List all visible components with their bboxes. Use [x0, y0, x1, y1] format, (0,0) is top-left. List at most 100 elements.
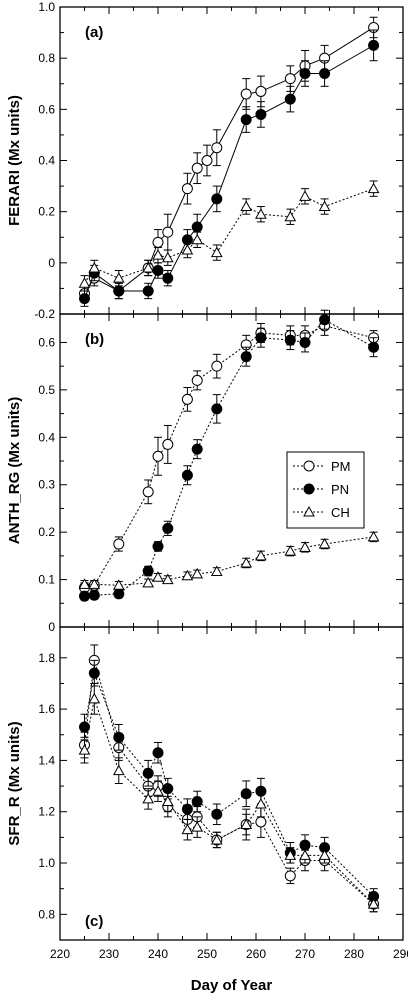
data-point: [191, 567, 204, 579]
data-point: [112, 272, 125, 283]
data-point: [255, 85, 267, 97]
x-tick-label: 280: [344, 947, 364, 961]
y-tick-label: 1.0: [38, 856, 55, 870]
data-point: [367, 530, 380, 542]
data-point: [191, 443, 203, 455]
data-point: [367, 898, 380, 909]
data-point: [142, 261, 155, 273]
y-tick-label: 0.8: [38, 907, 55, 921]
y-tick-label: 1.6: [38, 702, 55, 716]
y-tick-label: 0.5: [38, 383, 55, 397]
y-tick-label: 0.4: [38, 430, 55, 444]
data-point: [181, 244, 194, 255]
series-line: [84, 188, 374, 284]
data-point: [79, 293, 90, 305]
data-point: [255, 208, 267, 219]
data-point: [240, 351, 252, 363]
data-point: [79, 590, 90, 602]
y-axis-title: SFR_R (Mx units): [6, 721, 23, 845]
data-point: [88, 692, 101, 704]
data-point: [142, 792, 155, 804]
data-point: [240, 200, 253, 212]
data-point: [161, 795, 174, 806]
y-tick-label: 0.3: [38, 478, 55, 492]
data-point: [368, 341, 380, 353]
series-PN: [79, 309, 380, 602]
y-tick-label: 0.1: [38, 573, 55, 587]
data-point: [299, 190, 311, 201]
series-PN: [79, 659, 380, 905]
data-point: [284, 93, 296, 105]
panel-2: 0.8 1.0 1.2 1.4 1.6 1.8 SFR_R (Mx units) (c): [6, 626, 404, 941]
y-tick-label: 0.6: [38, 335, 55, 349]
data-point: [284, 334, 296, 346]
y-axis-title: ANTH_RG (Mx units): [6, 397, 23, 545]
data-point: [318, 200, 331, 212]
x-tick-label: 220: [50, 947, 70, 961]
data-point: [181, 469, 193, 481]
legend-label: CH: [331, 505, 350, 520]
y-tick-label: 0.2: [38, 525, 55, 539]
data-point: [191, 233, 204, 245]
data-point: [299, 541, 311, 552]
data-point: [255, 816, 267, 828]
data-point: [284, 210, 297, 222]
data-point: [88, 589, 100, 601]
data-point: [88, 667, 100, 679]
data-point: [210, 246, 223, 258]
data-point: [88, 261, 101, 273]
data-point: [211, 403, 223, 415]
data-point: [318, 849, 331, 860]
x-tick-label: 290: [393, 947, 408, 961]
panel-label: (b): [85, 331, 104, 348]
data-point: [113, 731, 125, 743]
data-point: [181, 823, 194, 835]
data-point: [162, 522, 174, 534]
legend-marker: [303, 460, 315, 472]
data-point: [112, 579, 125, 590]
data-point: [162, 438, 174, 450]
data-point: [191, 795, 203, 807]
series-CH: [78, 530, 380, 590]
data-point: [142, 486, 154, 498]
data-point: [240, 788, 252, 800]
data-point: [162, 226, 174, 238]
legend-label: PM: [331, 459, 351, 474]
data-point: [368, 39, 380, 51]
data-point: [255, 797, 267, 809]
y-tick-label: 0.6: [38, 102, 55, 116]
data-point: [152, 747, 164, 759]
data-point: [152, 540, 164, 552]
y-tick-label: 1.2: [38, 805, 55, 819]
data-point: [318, 537, 331, 549]
data-point: [142, 565, 154, 577]
y-tick-label: 0.8: [38, 51, 55, 65]
series-PM: [79, 16, 380, 302]
data-point: [161, 251, 174, 263]
x-axis-title: Day of Year: [191, 977, 273, 994]
data-point: [142, 285, 154, 297]
y-tick-label: 1.8: [38, 651, 55, 665]
legend: PM PN CH: [286, 451, 365, 529]
series-line: [84, 671, 374, 897]
data-point: [211, 142, 223, 154]
data-point: [162, 272, 174, 284]
x-tick-label: 230: [99, 947, 119, 961]
data-point: [181, 569, 194, 581]
series-line: [84, 660, 374, 905]
data-point: [255, 108, 267, 120]
y-tick-label: 0: [48, 620, 55, 634]
data-point: [367, 182, 380, 194]
legend-marker: [303, 483, 315, 495]
y-tick-label: 1.4: [38, 753, 55, 767]
data-point: [191, 162, 203, 174]
data-point: [284, 849, 297, 860]
data-point: [191, 374, 203, 386]
data-point: [161, 573, 174, 585]
data-point: [211, 808, 223, 820]
data-point: [201, 155, 213, 166]
data-point: [210, 833, 223, 845]
data-point: [299, 336, 311, 348]
x-tick-label: 240: [148, 947, 168, 961]
